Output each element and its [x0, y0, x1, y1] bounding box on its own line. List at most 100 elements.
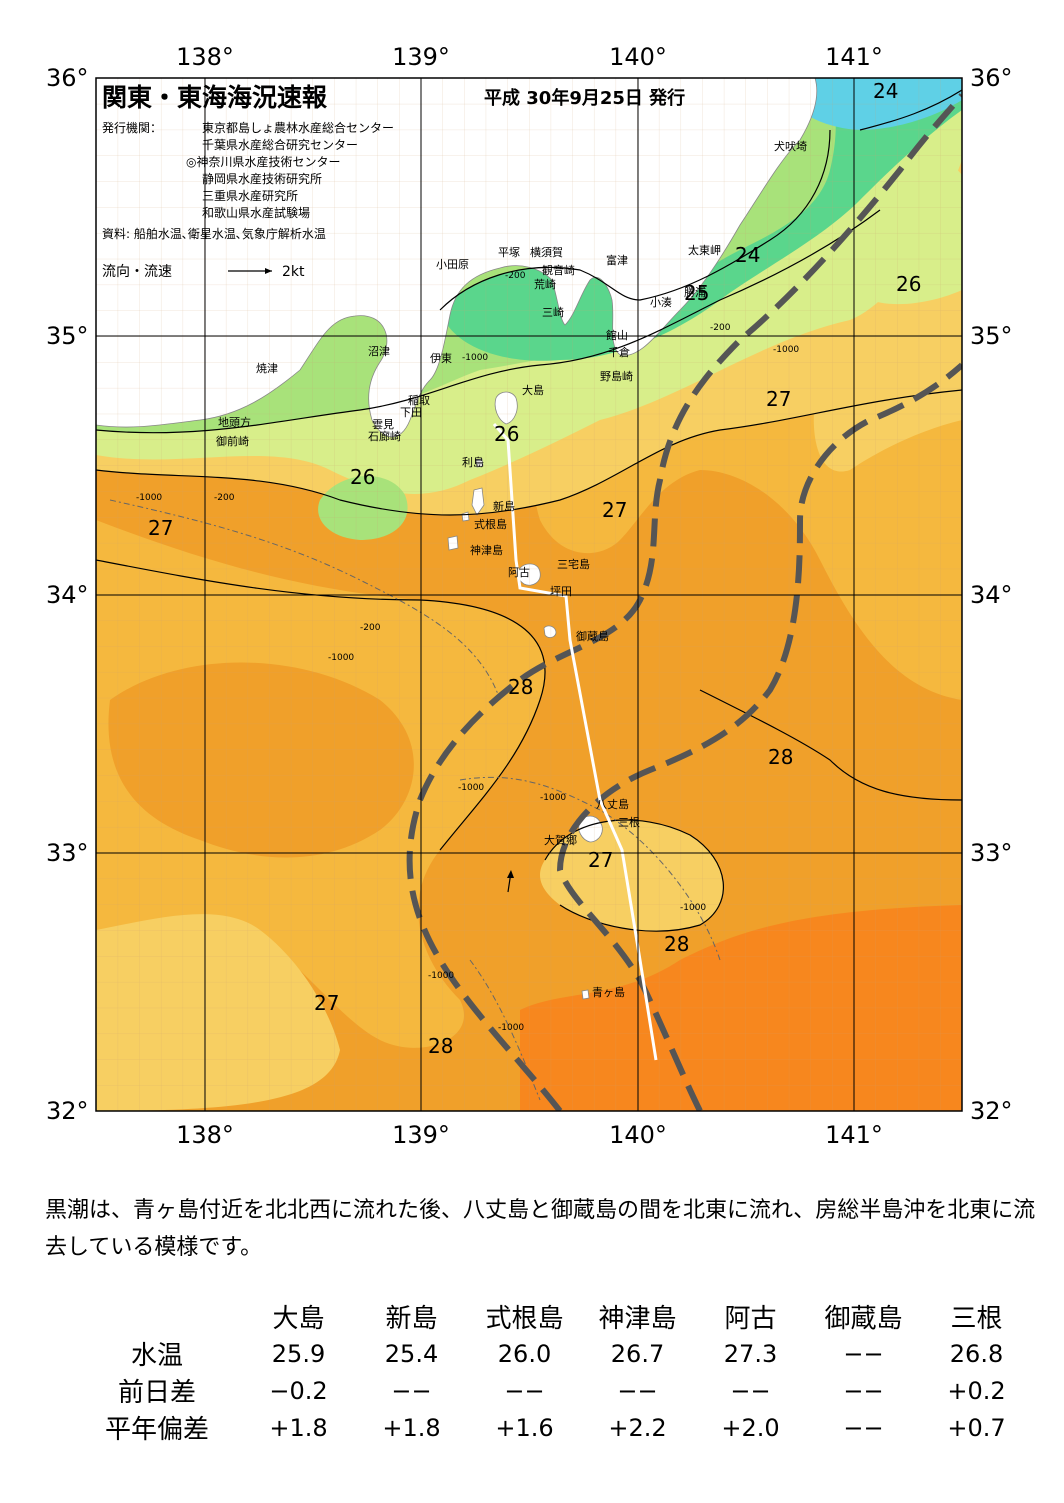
map-title: 関東・東海海況速報	[102, 83, 328, 112]
place-label: 千倉	[608, 345, 630, 359]
place-label: 野島崎	[600, 369, 633, 383]
issue-date: 平成 30年9月25日 発行	[484, 87, 685, 109]
table-cell: 27.3	[723, 1339, 778, 1368]
place-label: 観音崎	[542, 263, 575, 277]
depth-labels: -200 -200 -1000 -1000 -1000 -200 -1000 -…	[136, 271, 799, 1033]
isotherm-value: 27	[766, 387, 791, 411]
isotherm-value: 28	[664, 932, 689, 956]
place-label: 大島	[522, 383, 544, 397]
isotherm-28-a	[96, 559, 546, 851]
table-cell: +0.7	[947, 1413, 1006, 1442]
row-label: 前日差	[117, 1378, 196, 1408]
lat-label-left: 33°	[46, 839, 89, 867]
axis-labels: 138° 139° 140° 141° 138° 139° 140° 141° …	[46, 43, 1013, 1149]
place-label: 下田	[400, 406, 422, 419]
depth-value: -1000	[458, 783, 484, 793]
kuroshio-outer	[556, 362, 962, 1111]
isotherm-27-a	[96, 389, 962, 516]
table-cell: −−	[843, 1339, 884, 1368]
isotherm-lines	[96, 89, 962, 932]
table-cell: −−	[617, 1376, 658, 1405]
table-cell: +2.0	[721, 1413, 780, 1442]
issuer: ◎神奈川県水産技術センター	[186, 154, 340, 169]
lon-label-top: 140°	[609, 43, 667, 71]
table-cell: +1.8	[269, 1413, 328, 1442]
table-cell: +0.2	[947, 1376, 1006, 1405]
depth-value: -1000	[136, 493, 162, 503]
lon-label-bottom: 139°	[392, 1121, 450, 1149]
lon-label-bottom: 141°	[825, 1121, 883, 1149]
place-label: 沼津	[368, 344, 390, 358]
depth-value: -1000	[428, 971, 454, 981]
depth-value: -1000	[773, 345, 799, 355]
lat-label-left: 36°	[46, 64, 89, 92]
lat-label-right: 34°	[970, 581, 1013, 609]
row-label: 水温	[130, 1341, 183, 1371]
depth-value: -200	[710, 323, 731, 333]
isotherm-24	[859, 89, 962, 131]
lon-label-bottom: 138°	[176, 1121, 234, 1149]
table-cell: 26.8	[949, 1339, 1004, 1368]
issuer: 三重県水産研究所	[202, 188, 298, 203]
column-header: 式根島	[485, 1304, 564, 1334]
depth-value: -200	[360, 623, 381, 633]
place-label: 石廊崎	[368, 429, 401, 443]
place-label: 御前崎	[216, 434, 249, 448]
depth-value: -1000	[680, 903, 706, 913]
place-label: 勝浦	[684, 285, 706, 299]
temperature-field	[96, 78, 962, 1111]
column-header: 阿古	[724, 1304, 777, 1334]
table-cell: +1.8	[382, 1413, 441, 1442]
current-arrow	[507, 870, 514, 893]
lon-label-top: 138°	[176, 43, 234, 71]
place-label: 雲見	[372, 418, 394, 431]
issuer: 和歌山県水産試験場	[202, 205, 310, 220]
place-label: 利島	[462, 455, 484, 469]
isotherm-value: 24	[873, 79, 898, 103]
table-cell: −−	[730, 1376, 771, 1405]
table-cell: 25.4	[384, 1339, 439, 1368]
current-scale-value: 2kt	[282, 264, 305, 280]
table-cell: −−	[391, 1376, 432, 1405]
sea-temperature-map: 138° 139° 140° 141° 138° 139° 140° 141° …	[46, 43, 1013, 1149]
table-cell: −−	[843, 1376, 884, 1405]
place-label: 神津島	[470, 543, 503, 557]
depth-value: -1000	[498, 1023, 524, 1033]
map-header: 関東・東海海況速報 平成 30年9月25日 発行 発行機関： 東京都島しょ農林水…	[102, 83, 685, 280]
column-header: 神津島	[598, 1304, 677, 1334]
isotherm-value: 27	[148, 516, 173, 540]
place-names: 小田原 平塚 横須賀 観音崎 荒崎 三崎 富津 館山 千倉 野島崎 小湊 勝浦 …	[216, 139, 807, 999]
depth-value: -1000	[540, 793, 566, 803]
lon-label-top: 139°	[392, 43, 450, 71]
row-label: 平年偏差	[104, 1415, 209, 1445]
lat-label-right: 35°	[970, 322, 1013, 350]
place-label: 焼津	[256, 362, 278, 375]
place-label: 青ヶ島	[592, 985, 625, 999]
place-label: 地頭方	[218, 415, 251, 429]
place-label: 八丈島	[596, 797, 629, 811]
issuer-label: 発行機関：	[102, 120, 162, 135]
place-label: 太東岬	[688, 244, 721, 257]
place-label: 大賀郷	[544, 833, 577, 847]
place-label: 阿古	[508, 566, 530, 579]
place-label: 小田原	[436, 258, 469, 271]
table-corner	[72, 1298, 242, 1335]
place-label: 富津	[606, 253, 628, 267]
arrowhead-icon	[265, 268, 272, 274]
column-header: 三根	[950, 1304, 1003, 1334]
lat-label-left: 32°	[46, 1097, 89, 1125]
ship-track	[492, 423, 658, 1061]
place-label: 御蔵島	[576, 629, 609, 643]
island-temperature-table: 大島 新島 式根島 神津島 阿古 御蔵島 三根 水温 25.9 25.4 26.…	[72, 1298, 1033, 1446]
lon-label-top: 141°	[825, 43, 883, 71]
table-cell: +1.6	[495, 1413, 554, 1442]
isotherm-value: 27	[602, 498, 627, 522]
lat-label-left: 34°	[46, 581, 89, 609]
depth-value: -1000	[462, 353, 488, 363]
isotherm-value: 26	[350, 465, 375, 489]
place-label: 犬吠埼	[774, 139, 807, 153]
table-header-row: 大島 新島 式根島 神津島 阿古 御蔵島 三根	[72, 1298, 1033, 1335]
place-label: 坪田	[550, 585, 572, 598]
kuroshio-axes	[406, 93, 962, 1111]
lat-label-right: 33°	[970, 839, 1013, 867]
